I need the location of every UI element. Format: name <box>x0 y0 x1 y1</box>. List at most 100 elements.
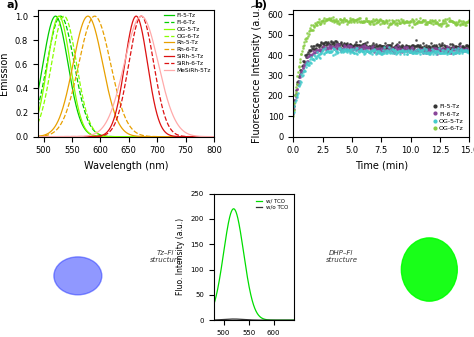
Fl-5-Tz <box>446 41 454 47</box>
OG-6-Tz <box>310 24 318 29</box>
OG-5-Tz <box>355 48 362 54</box>
Y-axis label: Emission: Emission <box>0 52 9 95</box>
OG-6-Tz <box>369 17 376 22</box>
OG-5-Tz <box>453 49 461 55</box>
OG-5-Tz <box>456 48 464 54</box>
Fl-6-Tz <box>410 48 418 54</box>
OG-6-Tz <box>460 21 467 27</box>
OG-6-Tz <box>361 19 369 24</box>
OG-6-Tz <box>206 135 212 139</box>
Fl-5-Tz <box>374 43 382 49</box>
Fl-6-Tz <box>443 44 451 49</box>
OG-5-Tz <box>395 49 403 54</box>
OG-5-Tz <box>293 92 301 97</box>
OG-5-Tz <box>447 48 455 54</box>
Fl-5-Tz <box>352 42 360 48</box>
Fl-6-Tz <box>407 49 414 55</box>
Fl-6-Tz <box>431 49 439 54</box>
OG-5-Tz <box>329 52 337 58</box>
SiRh-5-Tz <box>206 135 212 139</box>
Fl-6-Tz <box>351 47 358 52</box>
OG-5-Tz <box>326 48 334 54</box>
OG-6-Tz <box>441 16 448 21</box>
w/ TCO <box>276 318 282 322</box>
OG-6-Tz <box>352 17 360 23</box>
OG-5-Tz <box>424 50 432 55</box>
OG-6-Tz <box>445 18 453 23</box>
OG-6-Tz <box>446 18 454 23</box>
Fl-6-Tz <box>396 49 403 54</box>
OG-6-Tz <box>451 21 458 26</box>
Fl-5-Tz <box>327 43 334 48</box>
Fl-6-Tz <box>446 48 453 53</box>
Fl-5-Tz <box>422 44 430 49</box>
Fl-5-Tz <box>426 44 433 49</box>
OG-5-Tz <box>297 79 305 84</box>
OG-6-Tz <box>295 63 302 69</box>
OG-6-Tz <box>318 19 325 24</box>
OG-5-Tz <box>427 51 434 56</box>
Fl-5-Tz <box>451 46 458 51</box>
OG-5-Tz <box>463 47 470 52</box>
Fl-6-Tz <box>439 47 447 52</box>
OG-6-Tz <box>309 28 317 33</box>
OG-5-Tz <box>346 50 354 55</box>
Fl-6-Tz <box>398 49 406 55</box>
Fl-5-Tz <box>454 45 461 50</box>
Rh-5-Tz <box>174 135 180 139</box>
Fl-5-Tz <box>456 46 464 52</box>
Fl-5-Tz <box>305 48 313 53</box>
OG-6-Tz <box>363 18 371 24</box>
Fl-5-Tz <box>307 48 315 53</box>
Fl-5-Tz <box>453 45 460 51</box>
Fl-6-Tz <box>456 46 463 52</box>
Fl-6-Tz <box>465 48 473 53</box>
Fl-5-Tz <box>445 44 453 50</box>
OG-6-Tz <box>353 17 361 22</box>
OG-5-Tz <box>451 46 459 52</box>
w/o TCO <box>249 318 255 322</box>
Fl-6-Tz <box>365 49 373 55</box>
Fl-6-Tz <box>378 45 386 51</box>
OG-5-Tz <box>353 52 361 57</box>
Fl-5-Tz <box>316 43 323 48</box>
Fl-5-Tz <box>465 43 472 49</box>
Fl-5-Tz <box>404 43 412 49</box>
Fl-5-Tz <box>444 50 451 55</box>
OG-6-Tz <box>121 135 127 139</box>
Fl-6-Tz <box>356 45 364 51</box>
Fl-5-Tz <box>409 42 416 48</box>
Fl-6-Tz <box>346 43 354 49</box>
Fl-6-Tz <box>415 49 422 54</box>
OG-5-Tz <box>460 48 467 53</box>
OG-5-Tz <box>441 49 448 54</box>
Fl-5-Tz <box>300 59 308 64</box>
Fl-5-Tz <box>419 40 427 45</box>
OG-5-Tz <box>411 50 419 55</box>
OG-6-Tz <box>344 19 352 25</box>
OG-6-Tz <box>305 31 312 36</box>
OG-5-Tz <box>412 47 419 53</box>
Fl-6-Tz <box>392 44 400 50</box>
Fl-5-Tz <box>348 42 356 48</box>
Fl-5-Tz <box>339 43 346 48</box>
Fl-6-Tz <box>378 47 385 52</box>
OG-5-Tz <box>301 68 308 73</box>
Fl-6-Tz <box>318 47 325 53</box>
Fl-5-Tz <box>323 41 330 47</box>
OG-5-Tz <box>206 135 212 139</box>
OG-6-Tz <box>292 89 300 94</box>
Fl-6-Tz <box>460 49 467 54</box>
OG-6-Tz <box>310 23 317 28</box>
Fl-6-Tz <box>366 50 374 55</box>
Fl-6-Tz <box>400 49 407 54</box>
OG-5-Tz <box>373 51 380 56</box>
Fl-5-Tz <box>435 45 442 51</box>
Fl-6-Tz <box>328 44 336 50</box>
Fl-6-Tz <box>295 81 302 86</box>
Fl-6-Tz <box>353 45 361 51</box>
Fl-6-Tz <box>441 47 449 52</box>
Fl-5-Tz <box>295 74 302 80</box>
OG-6-Tz <box>388 18 395 23</box>
OG-6-Tz <box>35 121 41 125</box>
